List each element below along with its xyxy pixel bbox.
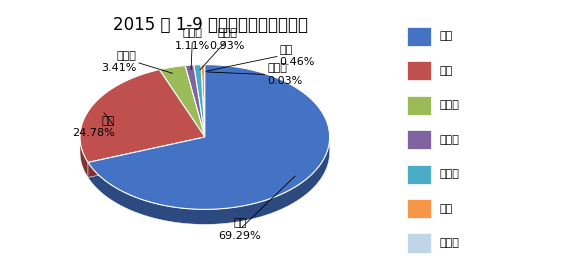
Text: 2015 年 1-9 月总出口量各地区占比: 2015 年 1-9 月总出口量各地区占比 [113,16,308,35]
Text: 北美洲
3.41%: 北美洲 3.41% [101,51,136,73]
Text: 北美洲: 北美洲 [439,100,459,110]
Polygon shape [80,138,88,178]
Text: 南美洲
1.11%: 南美洲 1.11% [175,28,210,51]
Bar [407,61,431,81]
Polygon shape [88,137,205,178]
Text: 亚洲
69.29%: 亚洲 69.29% [218,218,261,241]
Text: 非洲: 非洲 [439,204,452,214]
Text: 中美洲: 中美洲 [439,238,459,248]
Polygon shape [88,65,329,209]
Bar [407,165,431,184]
Polygon shape [201,65,205,137]
Text: 中美洲
0.03%: 中美洲 0.03% [267,63,303,86]
Text: 大洋洲
0.93%: 大洋洲 0.93% [209,28,245,51]
Polygon shape [193,65,205,137]
Text: 大洋洲: 大洋洲 [439,169,459,179]
Bar [407,233,431,253]
Bar [407,27,431,46]
Bar [407,199,431,218]
Text: 非洲
0.46%: 非洲 0.46% [280,45,315,67]
Polygon shape [88,137,329,224]
Polygon shape [185,65,205,137]
Bar [407,96,431,115]
Text: 欧洲
24.78%: 欧洲 24.78% [72,116,115,138]
Text: 南美洲: 南美洲 [439,135,459,145]
Text: 亚洲: 亚洲 [439,32,452,41]
Polygon shape [80,70,205,162]
Polygon shape [159,65,205,137]
Polygon shape [88,137,205,178]
Bar [407,130,431,149]
Text: 欧洲: 欧洲 [439,66,452,76]
